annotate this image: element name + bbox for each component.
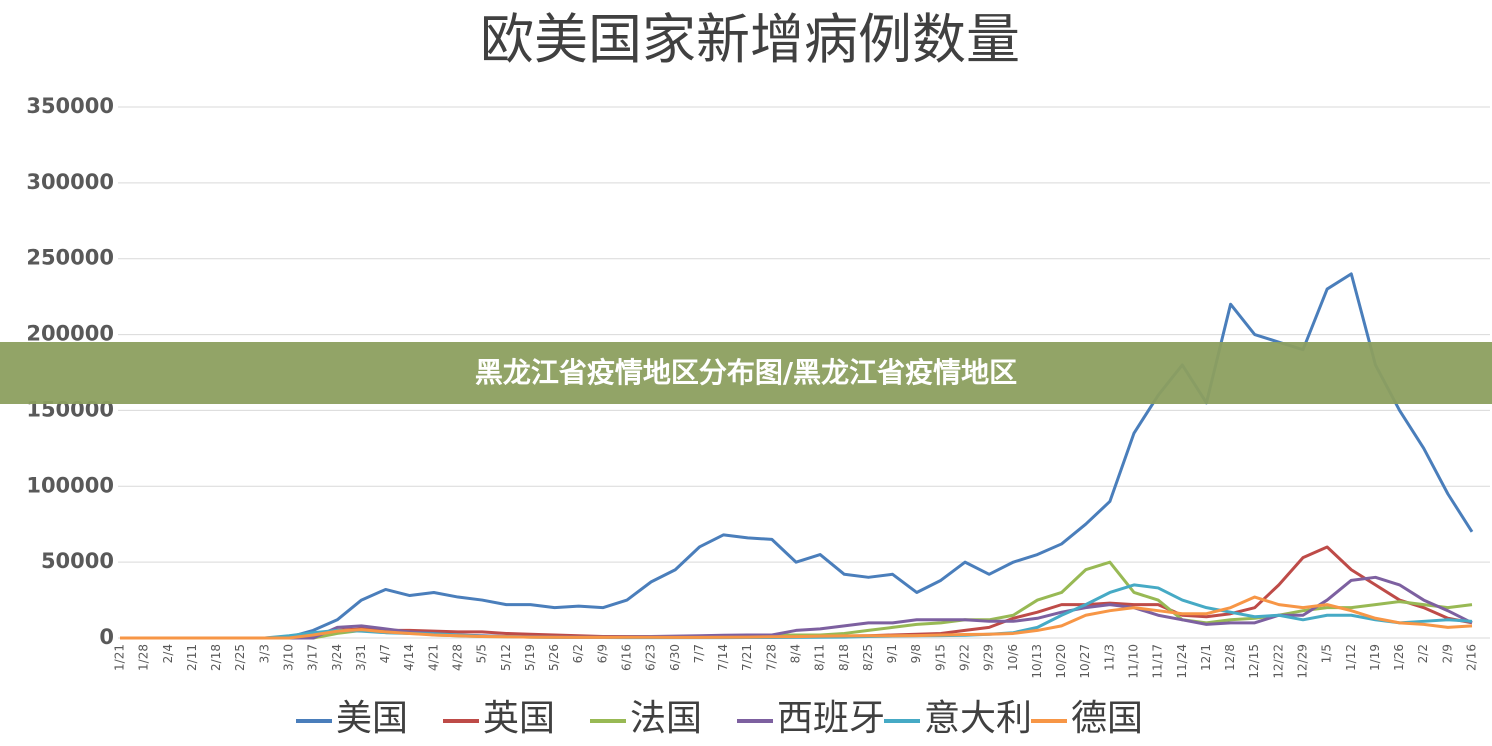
series-line bbox=[120, 575, 1473, 640]
x-tick-label: 4/7 bbox=[378, 644, 392, 663]
x-tick-label: 12/1 bbox=[1199, 644, 1213, 671]
x-tick-label: 1/28 bbox=[137, 644, 151, 671]
x-tick-label: 1/5 bbox=[1320, 644, 1334, 663]
series-line bbox=[120, 595, 1473, 640]
x-tick-label: 4/21 bbox=[426, 644, 440, 671]
legend-label: 西班牙 bbox=[777, 698, 885, 739]
series-line bbox=[120, 560, 1473, 640]
x-tick-label: 12/29 bbox=[1296, 644, 1310, 679]
legend-label: 意大利 bbox=[924, 698, 1032, 739]
x-tick-label: 7/28 bbox=[764, 644, 778, 671]
x-tick-label: 11/3 bbox=[1102, 644, 1116, 671]
x-tick-label: 5/5 bbox=[475, 644, 489, 663]
x-tick-label: 6/9 bbox=[595, 644, 609, 663]
x-tick-label: 6/30 bbox=[668, 644, 682, 671]
x-tick-label: 12/8 bbox=[1223, 644, 1237, 671]
x-tick-label: 2/11 bbox=[185, 644, 199, 671]
y-tick-label: 300000 bbox=[26, 170, 114, 194]
legend-label: 英国 bbox=[483, 698, 555, 739]
x-tick-label: 11/24 bbox=[1175, 644, 1189, 679]
x-tick-label: 9/1 bbox=[885, 644, 899, 663]
x-tick-label: 8/11 bbox=[813, 644, 827, 671]
x-tick-label: 1/26 bbox=[1392, 644, 1406, 671]
y-tick-label: 0 bbox=[99, 625, 114, 649]
x-tick-label: 3/10 bbox=[282, 644, 296, 671]
x-tick-label: 11/10 bbox=[1127, 644, 1141, 679]
x-tick-label: 9/29 bbox=[982, 644, 996, 671]
chart-title: 欧美国家新增病例数量 bbox=[480, 8, 1020, 71]
y-tick-label: 100000 bbox=[26, 473, 114, 497]
x-tick-label: 3/31 bbox=[354, 644, 368, 671]
x-tick-label: 9/22 bbox=[958, 644, 972, 671]
y-tick-label: 250000 bbox=[26, 246, 114, 270]
x-tick-label: 7/7 bbox=[692, 644, 706, 663]
x-tick-label: 6/23 bbox=[644, 644, 658, 671]
x-tick-label: 3/24 bbox=[330, 644, 344, 671]
x-tick-label: 3/17 bbox=[306, 644, 320, 671]
legend-label: 美国 bbox=[336, 698, 408, 739]
x-tick-label: 2/18 bbox=[209, 644, 223, 671]
x-tick-label: 10/13 bbox=[1030, 644, 1044, 679]
y-tick-label: 50000 bbox=[41, 549, 114, 573]
x-tick-label: 4/28 bbox=[451, 644, 465, 671]
x-tick-label: 1/12 bbox=[1344, 644, 1358, 671]
x-tick-label: 10/27 bbox=[1078, 644, 1092, 679]
x-tick-label: 2/4 bbox=[161, 644, 175, 663]
x-tick-label: 4/14 bbox=[402, 644, 416, 671]
x-tick-label: 8/4 bbox=[789, 644, 803, 663]
x-tick-label: 9/8 bbox=[909, 644, 923, 663]
series-line bbox=[120, 272, 1474, 640]
x-tick-label: 2/2 bbox=[1416, 644, 1430, 663]
x-tick-label: 6/2 bbox=[571, 644, 585, 663]
legend-label: 德国 bbox=[1071, 698, 1143, 739]
banner-background bbox=[0, 342, 1492, 404]
x-tick-label: 7/21 bbox=[740, 644, 754, 671]
x-tick-label: 11/17 bbox=[1151, 644, 1165, 679]
x-tick-label: 2/25 bbox=[233, 644, 247, 671]
y-tick-label: 200000 bbox=[26, 322, 114, 346]
x-tick-label: 3/3 bbox=[257, 644, 271, 663]
y-tick-label: 350000 bbox=[26, 94, 114, 118]
x-tick-label: 1/19 bbox=[1368, 644, 1382, 671]
x-tick-label: 5/12 bbox=[499, 644, 513, 671]
x-tick-label: 9/15 bbox=[933, 644, 947, 671]
x-tick-label: 1/21 bbox=[113, 644, 127, 671]
x-tick-label: 8/18 bbox=[837, 644, 851, 671]
banner-text: 黑龙江省疫情地区分布图/黑龙江省疫情地区 bbox=[475, 356, 1017, 389]
x-tick-label: 12/22 bbox=[1271, 644, 1285, 679]
x-tick-label: 10/20 bbox=[1054, 644, 1068, 679]
x-tick-label: 5/26 bbox=[547, 644, 561, 671]
x-tick-label: 12/15 bbox=[1247, 644, 1261, 679]
x-tick-label: 6/16 bbox=[620, 644, 634, 671]
x-tick-label: 8/25 bbox=[861, 644, 875, 671]
legend-label: 法国 bbox=[630, 698, 702, 739]
x-tick-label: 2/16 bbox=[1465, 644, 1479, 671]
x-tick-label: 7/14 bbox=[716, 644, 730, 671]
x-tick-label: 2/9 bbox=[1440, 644, 1454, 663]
x-tick-label: 5/19 bbox=[523, 644, 537, 671]
x-tick-label: 10/6 bbox=[1006, 644, 1020, 671]
